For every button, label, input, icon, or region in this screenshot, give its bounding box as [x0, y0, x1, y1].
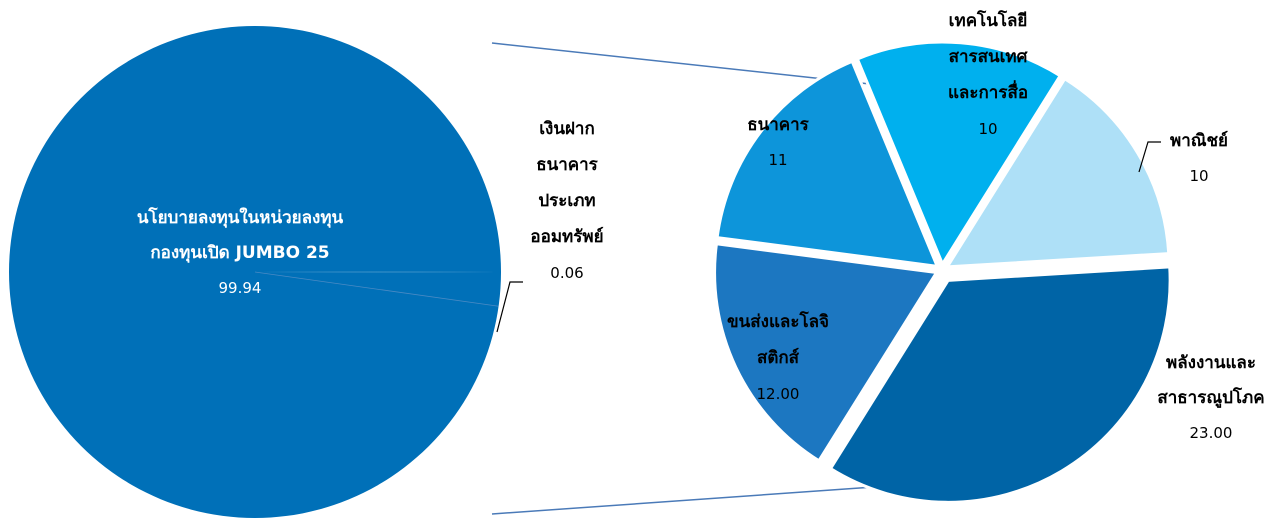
- label-savings-deposit: เงินฝากธนาคารประเภทออมทรัพย์ 0.06: [530, 119, 603, 282]
- leader-line-savings: [496, 281, 523, 333]
- label-jumbo25-value: 99.94: [219, 279, 262, 297]
- pie-slice-commerce: [944, 76, 1171, 269]
- label-savings-deposit-value: 0.06: [550, 264, 583, 282]
- pie-slice-energy: [828, 265, 1172, 504]
- leader-line-commerce: [1138, 141, 1161, 173]
- label-commerce-value: 10: [1189, 167, 1208, 185]
- label-savings-deposit-text: ธนาคาร: [536, 155, 598, 175]
- label-savings-deposit-text: ประเภท: [538, 191, 595, 211]
- label-jumbo25: นโยบายลงทุนในหน่วยลงทุนกองทุนเปิด JUMBO …: [137, 207, 344, 297]
- label-bank-text: ธนาคาร: [747, 115, 809, 135]
- slice-separator: [254, 271, 499, 307]
- pie-slice-it: [855, 40, 1063, 268]
- label-energy-text: สาธารณูปโภค: [1157, 387, 1264, 409]
- label-logistics-value: 12.00: [757, 385, 800, 403]
- label-it: เทคโนโลยีสารสนเทศและการสื่อ 10: [948, 10, 1029, 138]
- main-pie: [9, 25, 502, 519]
- label-commerce: พาณิชย์ 10: [1170, 130, 1228, 185]
- connector-top: [491, 42, 871, 85]
- pie-slice-logistics: [713, 242, 940, 463]
- secondary-pie: [713, 40, 1172, 504]
- leader-line-energy: [1150, 383, 1178, 426]
- label-it-text: เทคโนโลยี: [949, 10, 1028, 31]
- label-savings-deposit-text: ออมทรัพย์: [530, 226, 603, 247]
- label-energy: พลังงานและสาธารณูปโภค 23.00: [1157, 353, 1264, 442]
- label-logistics-text: ขนส่งและโลจิ: [727, 311, 829, 332]
- label-energy-value: 23.00: [1190, 424, 1233, 442]
- label-commerce-text: พาณิชย์: [1170, 130, 1228, 151]
- label-logistics: ขนส่งและโลจิสติกส์ 12.00: [727, 311, 829, 403]
- label-savings-deposit-text: เงินฝาก: [539, 119, 595, 139]
- label-it-text: สารสนเทศ: [949, 47, 1029, 67]
- label-jumbo25-text: กองทุนเปิด JUMBO 25: [150, 243, 329, 263]
- label-bank: ธนาคาร 11: [747, 115, 809, 169]
- data-labels: นโยบายลงทุนในหน่วยลงทุนกองทุนเปิด JUMBO …: [137, 10, 1265, 442]
- connector-bottom: [491, 485, 889, 515]
- pie-slice-jumbo25: [9, 25, 501, 519]
- pie-slice-savings-deposit: [255, 271, 502, 273]
- label-energy-text: พลังงานและ: [1166, 353, 1256, 373]
- pie-slice-bank: [715, 59, 940, 269]
- label-jumbo25-text: นโยบายลงทุนในหน่วยลงทุน: [137, 207, 344, 228]
- connector-lines: [491, 42, 889, 515]
- label-logistics-text: สติกส์: [757, 347, 800, 368]
- label-it-text: และการสื่อ: [948, 80, 1028, 103]
- label-bank-value: 11: [768, 151, 787, 169]
- label-it-value: 10: [978, 120, 997, 138]
